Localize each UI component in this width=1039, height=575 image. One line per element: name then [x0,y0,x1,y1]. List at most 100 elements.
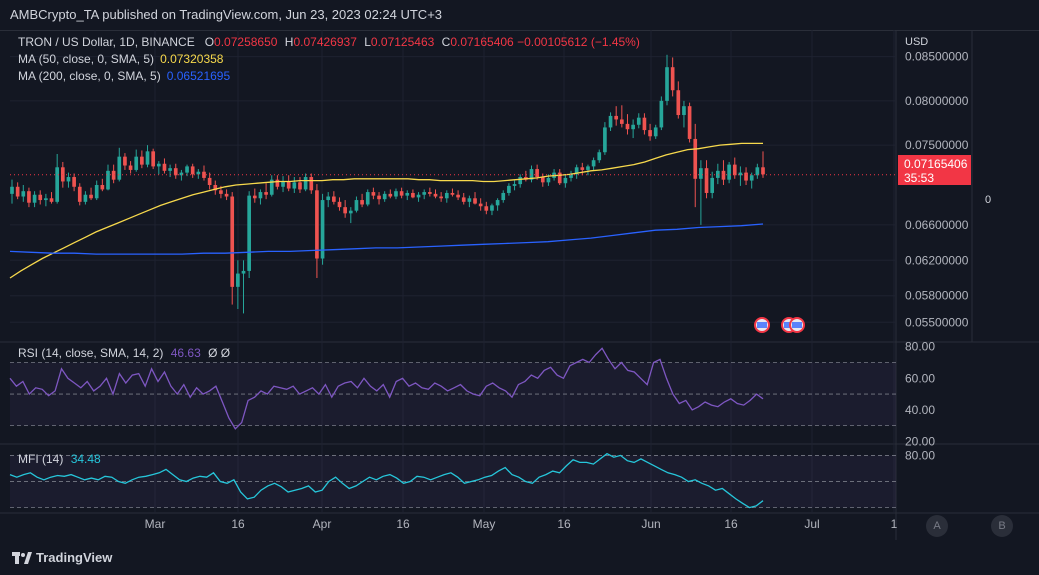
candle-body [38,194,43,201]
candle-body [614,115,619,120]
candle-body [473,198,477,204]
candle-body [535,169,539,178]
candle-body [422,192,427,195]
candle-body [252,195,257,199]
candle-body [213,185,218,191]
candle-body [151,151,156,167]
open-key: O [204,35,215,49]
candle-body [72,177,76,187]
candle-body [444,192,449,199]
candle-body [309,177,314,191]
candle-body [202,171,206,178]
rsi-y-tick: 20.00 [905,434,935,448]
ma50-value: 0.07320358 [160,52,224,66]
rsi-label[interactable]: RSI (14, close, SMA, 14, 2) [18,346,164,360]
candle-body [450,192,455,195]
symbol-label[interactable]: TRON / US Dollar, 1D, BINANCE [18,35,195,49]
candle-body [286,181,291,189]
candle-body [77,186,82,202]
change-value: −0.00105612 (−1.45%) [517,35,640,49]
x-tick-label: Jun [641,517,660,531]
rsi-line [9,347,764,430]
mfi-y-tick: 80.00 [905,448,935,462]
rsi-legend: RSI (14, close, SMA, 14, 2) 46.63 Ø Ø [18,346,230,360]
chart-canvas[interactable]: Mar 16 Apr 16 May 16 Jun 16 Jul 1 0.08500000 0.0800… [0,0,1039,540]
ma200-value: 0.06521695 [166,69,231,83]
candle-body [106,170,110,190]
side-zero-label: 0 [985,194,991,206]
candle-body [371,192,376,196]
x-tick-label: 1 [891,517,898,531]
candle-body [715,170,720,178]
candle-body [399,191,404,196]
candle-body [196,171,201,175]
ma200-label[interactable]: MA (200, close, 0, SMA, 5) [18,69,161,83]
candle-body [219,190,223,194]
publisher-line: AMBCrypto_TA published on TradingView.co… [10,7,443,22]
candle-body [236,273,240,287]
candle-body [337,201,342,208]
current-price: 0.07165406 [904,157,968,171]
candle-body [484,206,489,211]
mfi-value: 34.48 [70,452,101,466]
tradingview-logo[interactable]: TradingView [12,550,112,565]
candle-body [224,193,229,197]
candle-body [94,185,99,199]
candle-body [676,90,681,116]
current-price-tag: 0.07165406 35:53 [898,155,971,185]
mfi-legend: MFI (14) 34.48 [18,452,101,466]
candle-body [495,200,500,206]
candle-body [591,160,596,167]
rsi-y-tick: 40.00 [905,403,935,417]
candle-body [179,172,184,176]
rsi-y-tick: 80.00 [905,340,935,354]
candle-body [738,172,743,176]
candle-body [546,177,551,183]
y-tick-label: 0.05500000 [905,315,969,329]
mfi-label[interactable]: MFI (14) [18,452,64,466]
candle-body [433,193,438,197]
candle-body [439,196,443,199]
candle-body [83,194,88,202]
candle-body [162,163,167,171]
mfi-line [9,452,764,509]
x-tick-label: Mar [145,517,166,531]
candle-body [281,181,285,187]
alert-b-button[interactable]: B [991,515,1013,537]
candle-body [89,194,93,199]
candle-body [140,156,144,165]
tradingview-logo-icon [12,551,32,564]
candle-body [44,198,48,201]
candle-body [49,198,54,202]
candle-body [461,197,466,202]
candle-body [653,127,658,137]
candle-body [631,124,635,130]
x-tick-label: 16 [724,517,738,531]
candle-body [540,177,545,183]
candle-body [128,165,133,170]
candle-body [230,196,235,287]
candle-body [326,196,331,201]
main-legend: TRON / US Dollar, 1D, BINANCE O0.0725865… [18,34,640,85]
candle-body [603,127,607,153]
candle-body [490,205,494,211]
candle-body [732,164,737,176]
ma50-label[interactable]: MA (50, close, 0, SMA, 5) [18,52,155,66]
candle-body [569,174,573,178]
candle-body [320,200,325,259]
candle-body [467,198,472,202]
rsi-y-tick: 60.00 [905,371,935,385]
y-tick-label: 0.07500000 [905,138,969,152]
alert-a-button[interactable]: A [926,515,948,537]
candle-body [292,182,297,189]
candle-body [55,167,60,202]
candle-body [580,167,585,170]
candle-body [360,200,364,205]
x-tick-label: 16 [557,517,571,531]
candle-body [648,130,652,137]
candle-body [332,196,336,202]
candle-body [416,194,421,198]
candle-body [597,152,602,161]
low-value: 0.07125463 [370,35,435,49]
candle-body [693,138,698,179]
